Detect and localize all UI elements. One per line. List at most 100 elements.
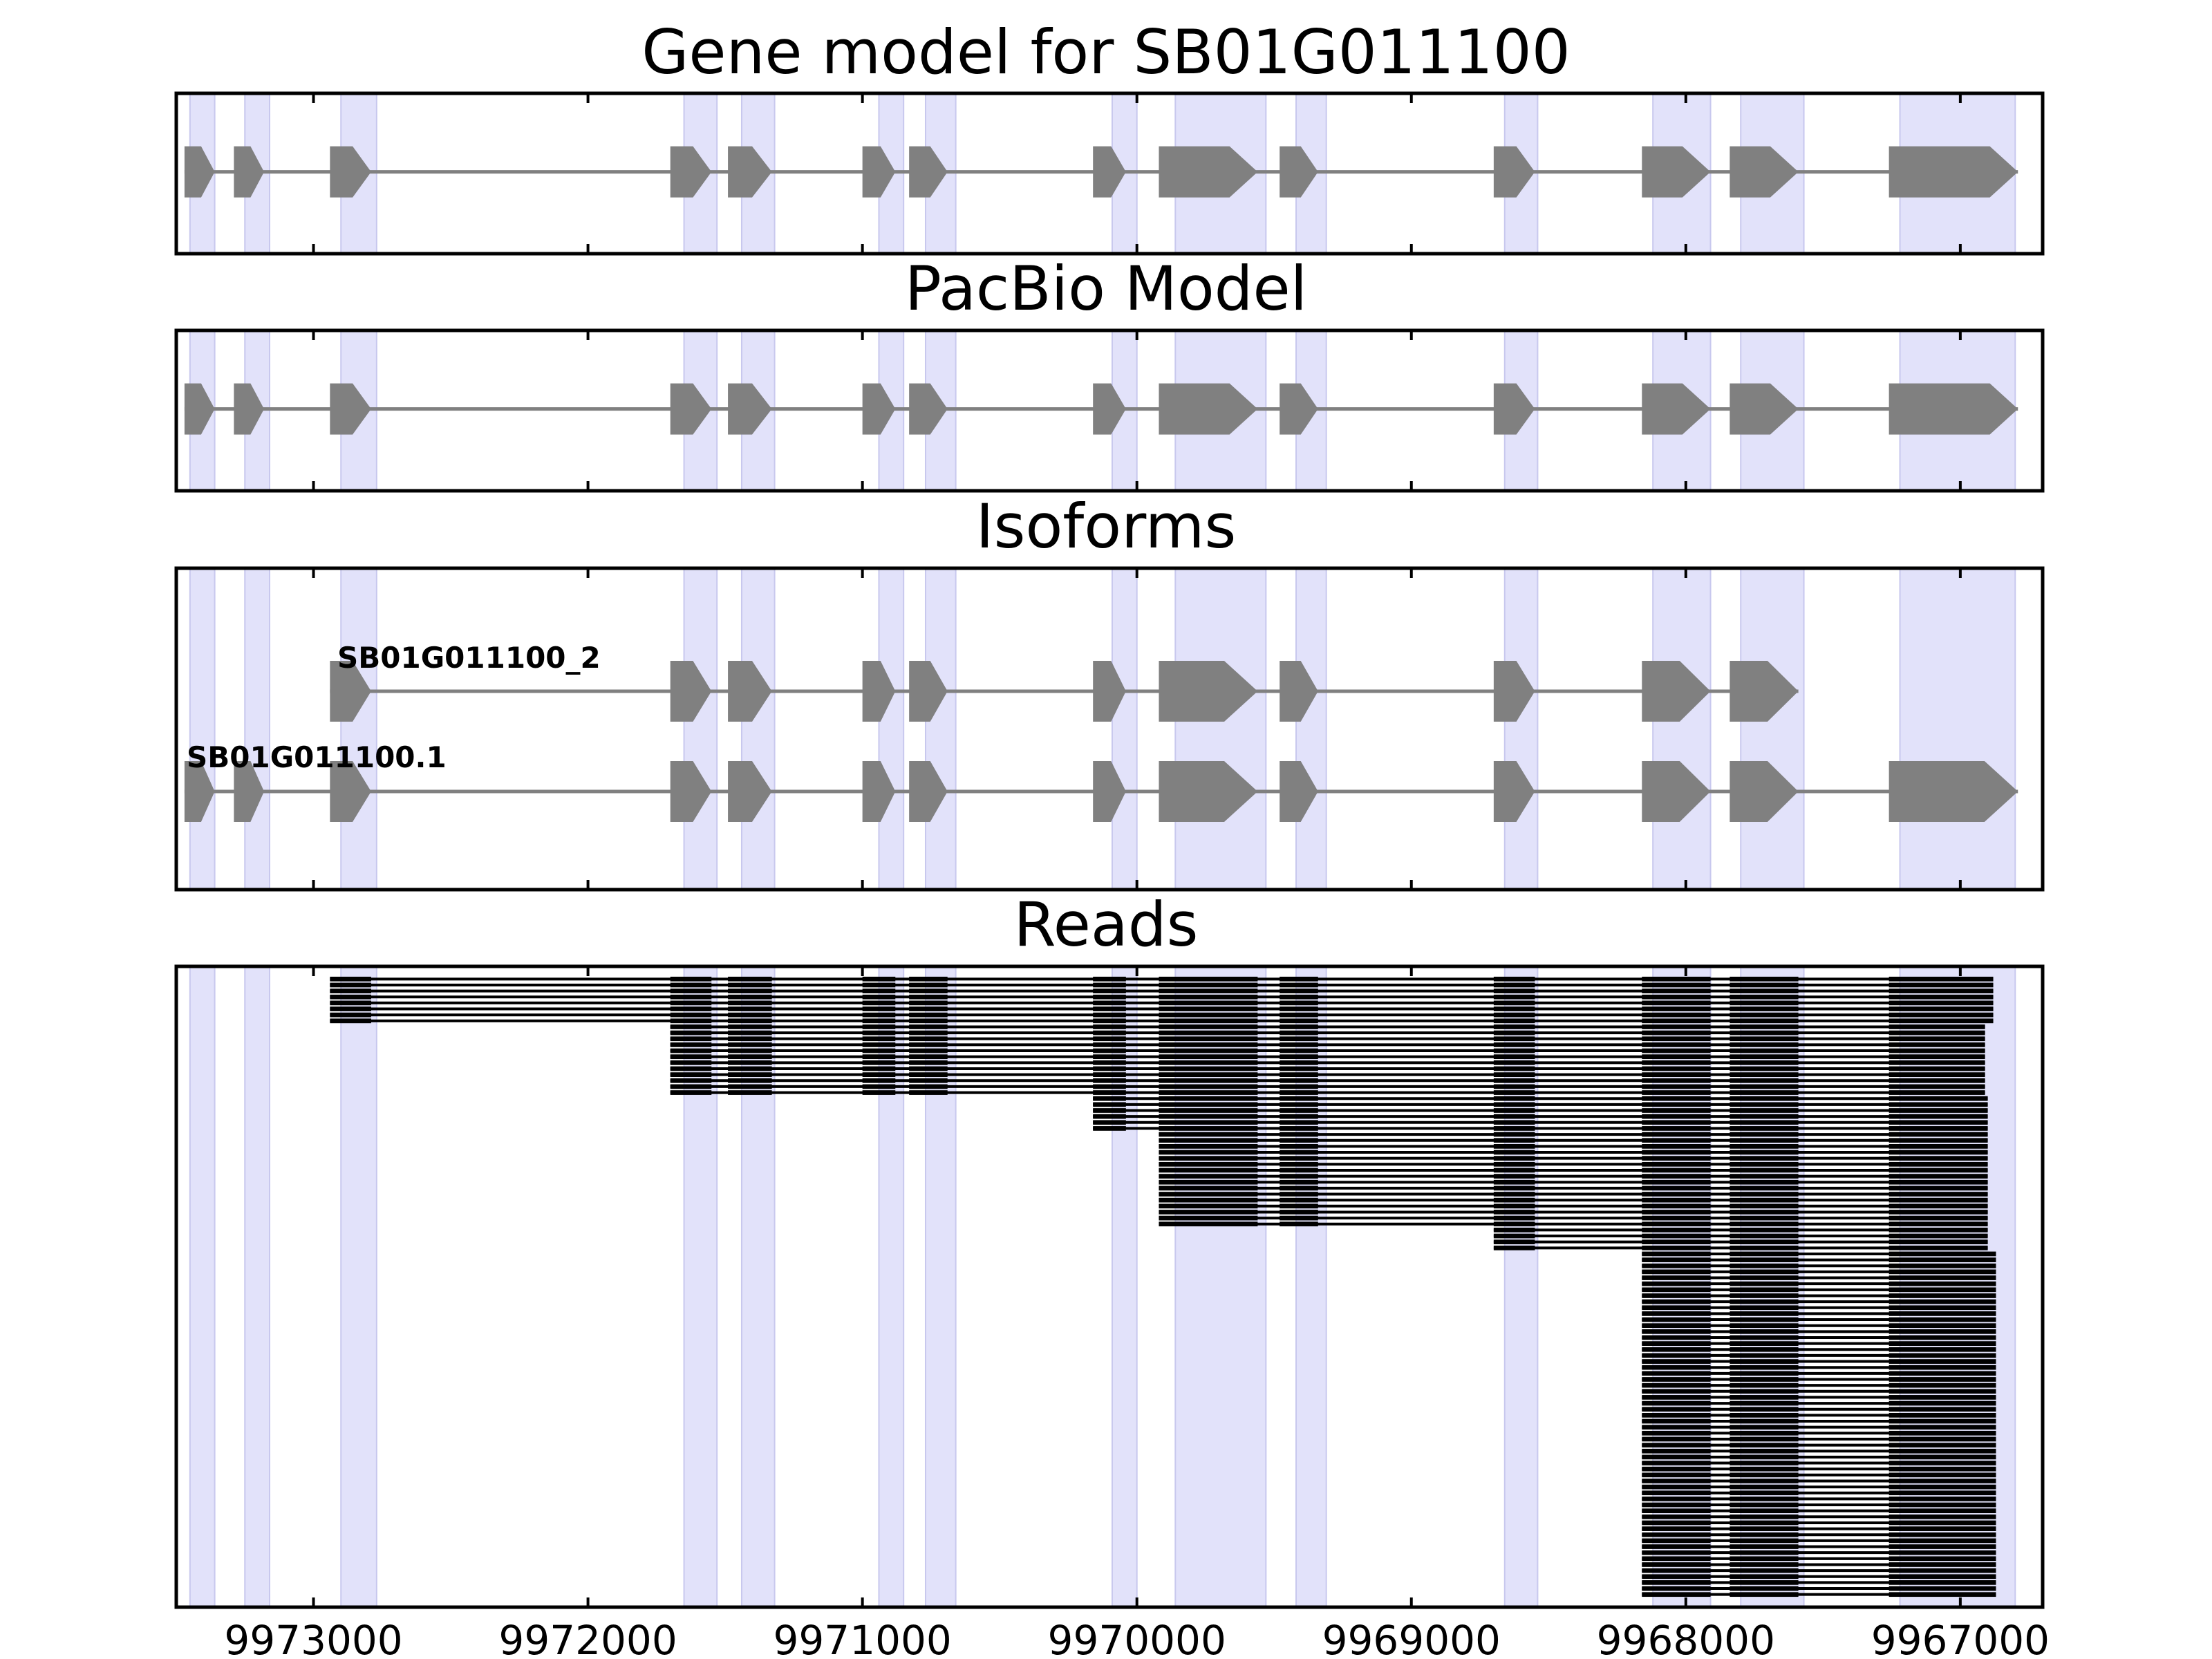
read-block xyxy=(1093,1042,1126,1047)
read-block xyxy=(1642,988,1711,993)
read-block xyxy=(1642,1532,1711,1537)
read-block xyxy=(670,1048,712,1053)
read-block xyxy=(1888,982,1994,988)
read-block xyxy=(1888,1078,1985,1083)
read-block xyxy=(1093,1012,1126,1018)
read-block xyxy=(1493,1174,1535,1179)
read-block xyxy=(1642,1072,1711,1078)
read-block xyxy=(1493,1114,1535,1119)
read-block xyxy=(1888,1353,1996,1358)
read-block xyxy=(1093,988,1126,993)
read-block xyxy=(1642,1461,1711,1465)
reads-panel: Reads xyxy=(174,889,2045,1609)
isoform-exon xyxy=(862,661,896,722)
read-block xyxy=(1888,1550,1996,1555)
read-block xyxy=(1493,1239,1535,1245)
read-block xyxy=(1493,1233,1535,1239)
read-block xyxy=(1642,1048,1711,1053)
reads-ticks xyxy=(312,966,1962,1607)
gene-model-frame xyxy=(174,91,2045,256)
read-block xyxy=(1642,1371,1711,1376)
read-block xyxy=(1642,1036,1711,1042)
read-block xyxy=(1730,1138,1799,1143)
read-block xyxy=(1280,1114,1318,1119)
isoforms-highlights xyxy=(189,568,2016,890)
read-block xyxy=(1730,1299,1799,1304)
gene-model-panel: Gene model for SB01G011100 xyxy=(174,17,2045,256)
isoforms-ticks xyxy=(312,568,1962,890)
read-block xyxy=(1493,976,1535,982)
read-block xyxy=(1642,1138,1711,1143)
gene-model-exon xyxy=(330,146,371,198)
read-block xyxy=(728,1006,772,1011)
read-block xyxy=(1888,1568,1996,1573)
read-block xyxy=(1730,982,1799,988)
read-block xyxy=(1642,1526,1711,1531)
read-block xyxy=(1730,1192,1799,1197)
read-block xyxy=(670,1090,712,1095)
read-block xyxy=(1093,994,1126,1000)
pacbio-model-ticks xyxy=(312,330,1962,491)
pacbio-model-exon xyxy=(1093,383,1126,435)
read-block xyxy=(1730,1496,1799,1501)
highlight-region xyxy=(244,966,271,1608)
read-block xyxy=(1280,1024,1318,1029)
read-block xyxy=(1642,1066,1711,1071)
read-block xyxy=(1159,1042,1258,1047)
gene-model-exon xyxy=(1280,146,1318,198)
read-block xyxy=(1888,1562,1996,1567)
read-block xyxy=(1730,1293,1799,1298)
read-block xyxy=(1493,1042,1535,1047)
read-block xyxy=(670,982,712,988)
read-block xyxy=(909,1012,948,1018)
read-block xyxy=(1159,994,1258,1000)
read-block xyxy=(1159,976,1258,982)
read-block xyxy=(1730,1508,1799,1514)
pacbio-model-exon xyxy=(1159,383,1258,435)
read-block xyxy=(1493,982,1535,988)
read-block xyxy=(728,1000,772,1006)
x-axis-tick-labels: 9973000 9972000 9971000 9970000 9969000 99680… xyxy=(224,1617,2050,1659)
read-block xyxy=(1888,1341,1996,1346)
read-block xyxy=(1888,994,1994,1000)
read-block xyxy=(1159,1090,1258,1095)
read-block xyxy=(1280,994,1318,1000)
read-block xyxy=(1642,1430,1711,1436)
read-block xyxy=(1642,1377,1711,1382)
read-block xyxy=(1642,1150,1711,1155)
read-block xyxy=(1730,1221,1799,1227)
read-block xyxy=(1642,1228,1711,1232)
read-block xyxy=(1280,1138,1318,1143)
read-block xyxy=(1888,1000,1994,1006)
read-block xyxy=(1730,1389,1799,1394)
read-block xyxy=(909,988,948,993)
isoform-exon xyxy=(1159,661,1258,722)
read-block xyxy=(1888,1048,1985,1053)
read-block xyxy=(1493,1066,1535,1071)
read-block xyxy=(1730,1168,1799,1173)
pacbio-model-exon xyxy=(1888,383,2018,435)
gene-model-exon xyxy=(728,146,772,198)
read-block xyxy=(1730,1120,1799,1125)
read-block xyxy=(1888,1024,1985,1029)
read-block xyxy=(1888,1395,1996,1400)
read-block xyxy=(1888,1347,1996,1352)
read-block xyxy=(1159,1012,1258,1018)
read-block xyxy=(728,1042,772,1047)
read-block xyxy=(728,976,772,982)
read-block xyxy=(1730,1353,1799,1358)
read-block xyxy=(909,1048,948,1053)
read-block xyxy=(1730,1461,1799,1465)
read-block xyxy=(330,994,371,1000)
read-block xyxy=(1642,1221,1711,1227)
pacbio-model-title: PacBio Model xyxy=(905,253,1307,324)
read-block xyxy=(1493,1179,1535,1185)
read-block xyxy=(1493,1215,1535,1221)
read-block xyxy=(1159,1096,1258,1101)
pacbio-model-exon xyxy=(1642,383,1711,435)
read-block xyxy=(862,1024,896,1029)
read-block xyxy=(1280,1102,1318,1107)
read-block xyxy=(670,994,712,1000)
read-block xyxy=(1493,1024,1535,1029)
read-block xyxy=(1730,1400,1799,1406)
